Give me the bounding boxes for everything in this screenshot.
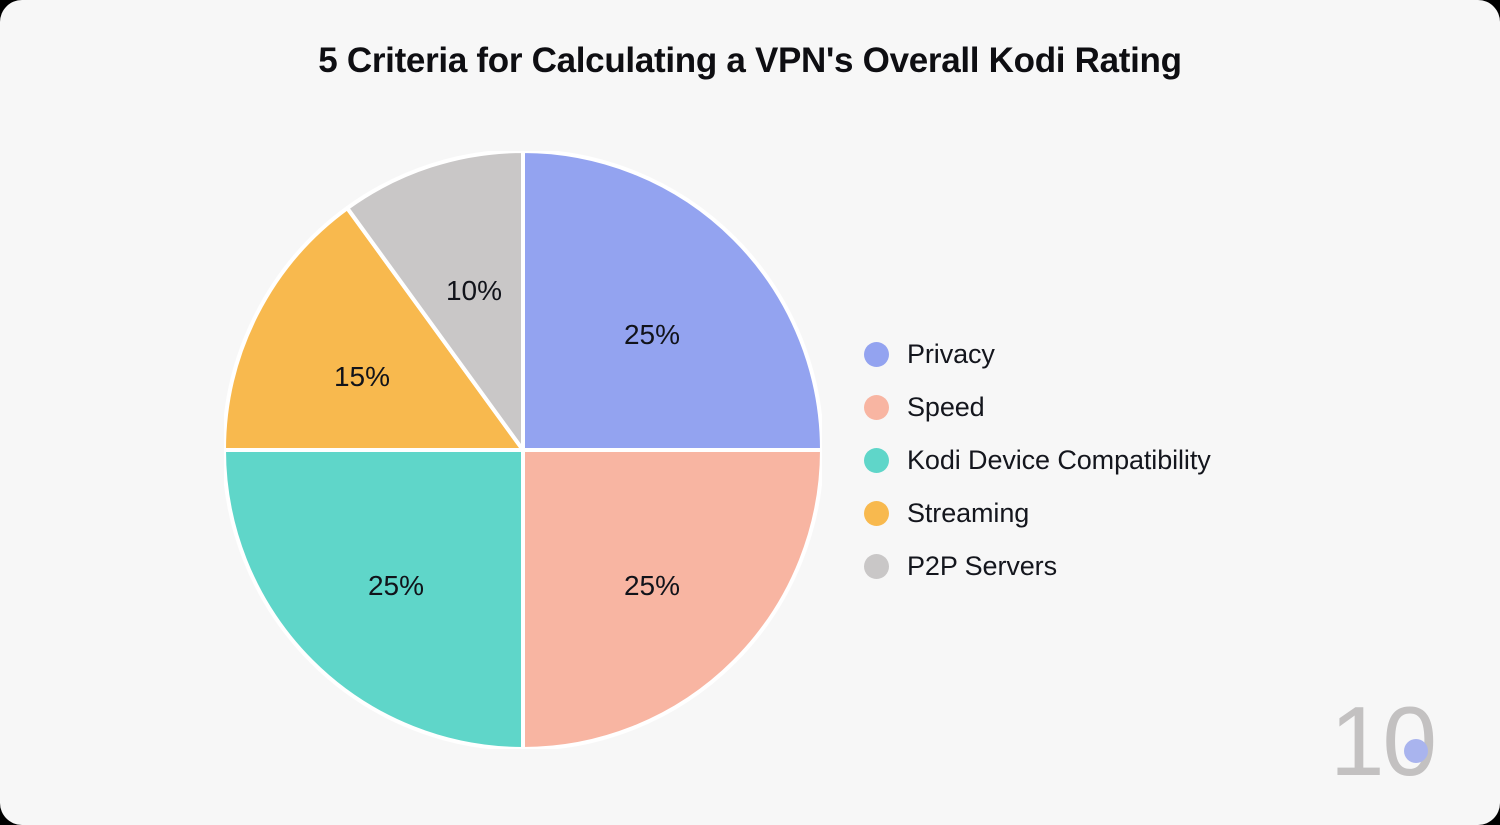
legend-swatch-icon <box>864 554 889 579</box>
legend-swatch-icon <box>864 501 889 526</box>
legend-swatch-icon <box>864 342 889 367</box>
pie-slice-group <box>224 151 822 749</box>
pie-slice[interactable] <box>521 151 822 452</box>
pie-chart: 25% 25% 25% 15% 10% <box>224 151 822 749</box>
legend-item-label: Kodi Device Compatibility <box>907 445 1211 475</box>
pie-slice[interactable] <box>345 151 525 452</box>
legend-item-streaming[interactable]: Streaming <box>864 487 1324 540</box>
pie-chart-svg: 25% 25% 25% 15% 10% <box>224 151 822 749</box>
pie-slice-value-label: 10% <box>446 275 502 306</box>
legend-item-speed[interactable]: Speed <box>864 381 1324 434</box>
legend-item-p2p-servers[interactable]: P2P Servers <box>864 540 1324 593</box>
chart-legend: Privacy Speed Kodi Device Compatibility … <box>864 328 1324 593</box>
pie-slice-value-label: 25% <box>624 570 680 601</box>
brand-logo-icon: 10 <box>1330 697 1437 783</box>
legend-item-label: Speed <box>907 392 985 422</box>
page-title: 5 Criteria for Calculating a VPN's Overa… <box>318 41 1182 80</box>
pie-label-group: 25% 25% 25% 15% 10% <box>334 275 680 601</box>
pie-slice[interactable] <box>224 206 525 452</box>
legend-swatch-icon <box>864 395 889 420</box>
pie-slice-value-label: 25% <box>368 570 424 601</box>
legend-item-label: Streaming <box>907 498 1030 528</box>
pie-slice-value-label: 25% <box>624 319 680 350</box>
legend-item-label: Privacy <box>907 339 995 369</box>
pie-slice-value-label: 15% <box>334 361 390 392</box>
legend-item-label: P2P Servers <box>907 551 1057 581</box>
brand-logo-dot-icon <box>1404 739 1428 763</box>
pie-slice[interactable] <box>224 448 525 749</box>
legend-item-privacy[interactable]: Privacy <box>864 328 1324 381</box>
pie-slice[interactable] <box>521 448 822 749</box>
legend-swatch-icon <box>864 448 889 473</box>
legend-item-kodi-device-compatibility[interactable]: Kodi Device Compatibility <box>864 434 1324 487</box>
